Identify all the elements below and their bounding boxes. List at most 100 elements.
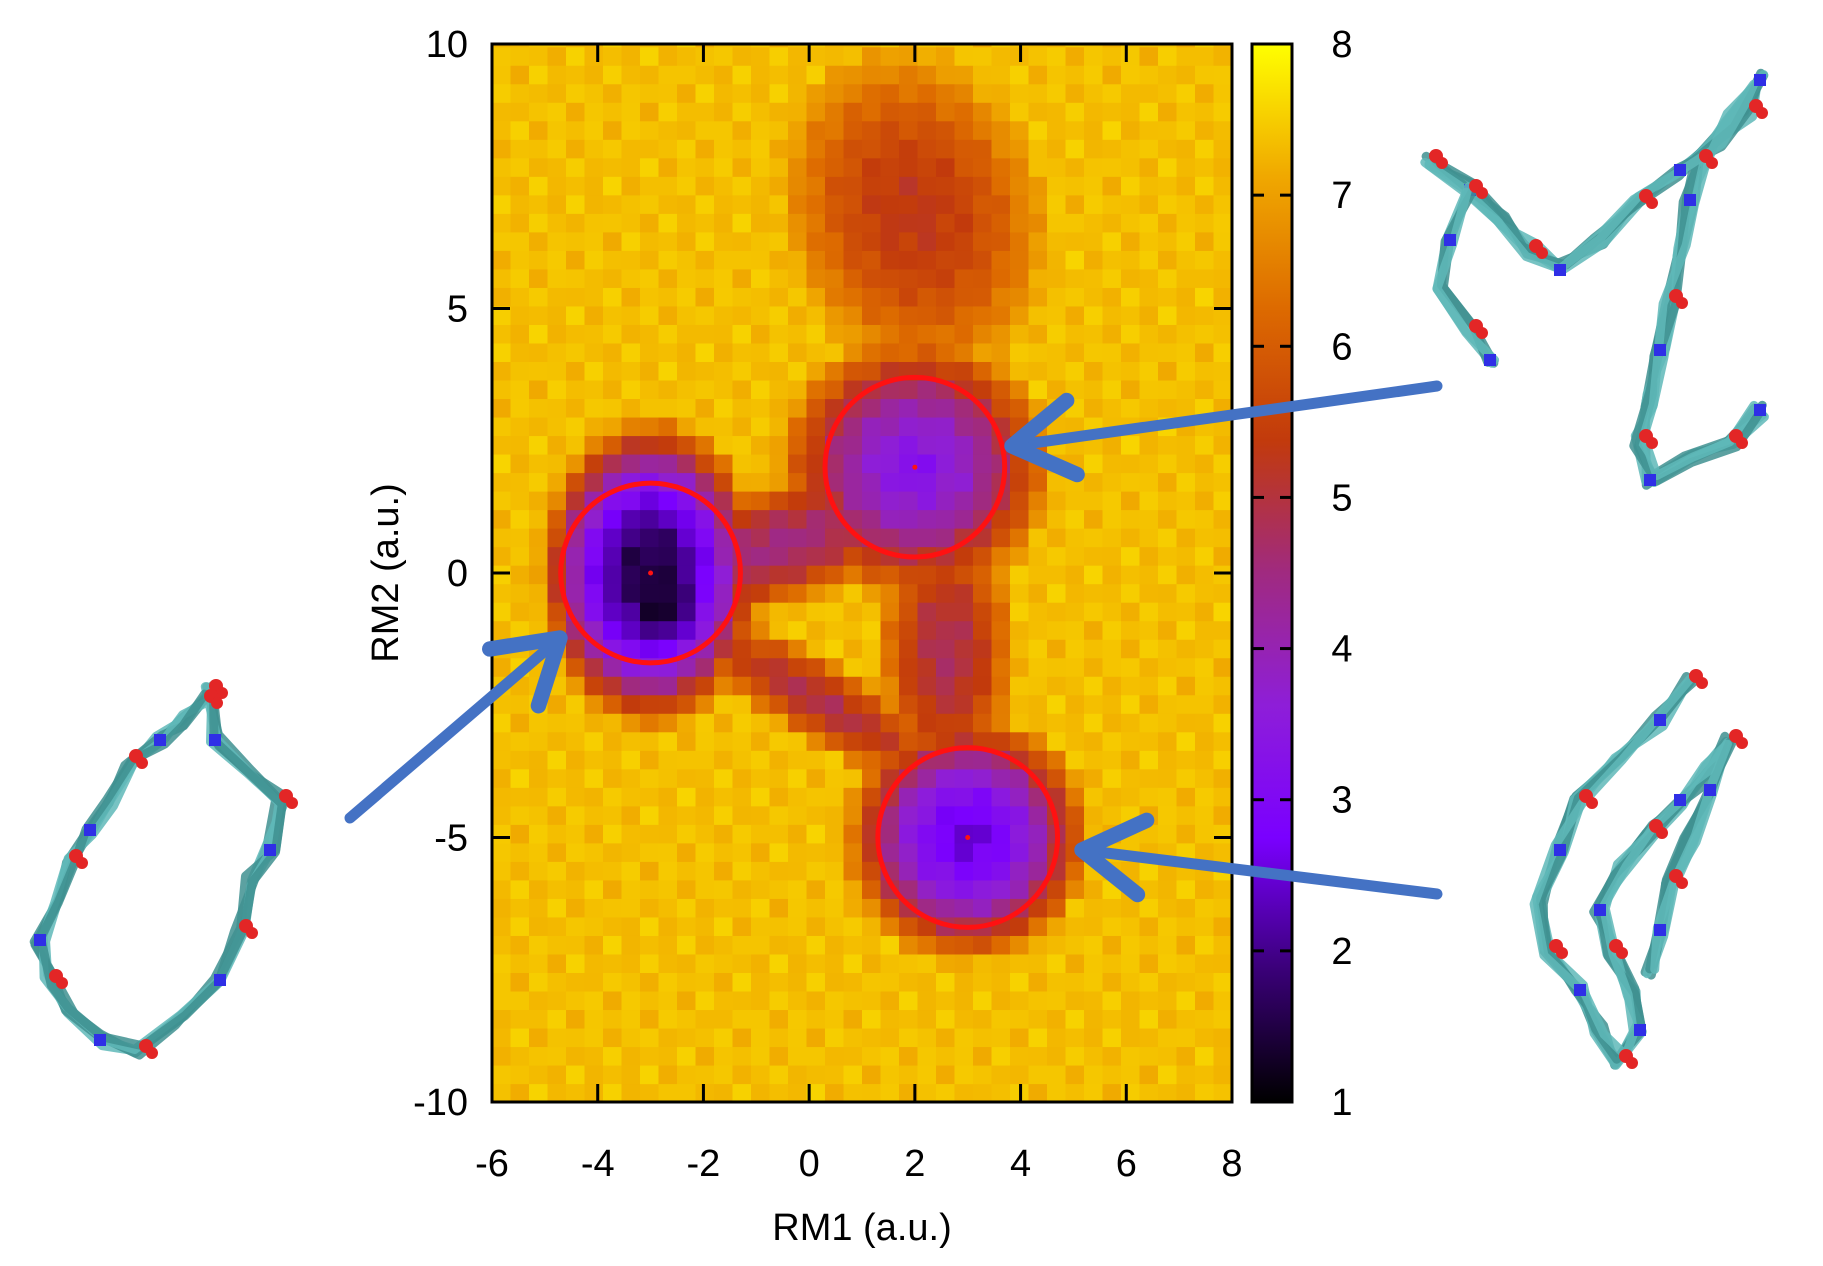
heatmap-cell: [1010, 361, 1030, 381]
heatmap-cell: [899, 972, 919, 992]
heatmap-cell: [843, 139, 863, 159]
heatmap-cell: [547, 990, 567, 1011]
heatmap-cell: [677, 824, 697, 844]
heatmap-cell: [658, 898, 678, 918]
heatmap-cell: [1084, 972, 1104, 992]
heatmap-cell: [1158, 1027, 1178, 1048]
heatmap-cell: [899, 990, 919, 1011]
heatmap-cell: [1195, 879, 1215, 899]
heatmap-cell: [640, 194, 660, 214]
heatmap-cell: [658, 416, 678, 437]
heatmap-cell: [1047, 583, 1067, 603]
heatmap-cell: [714, 435, 734, 455]
heatmap-cell: [751, 83, 771, 103]
heatmap-cell: [954, 898, 974, 918]
heatmap-cell: [1084, 83, 1104, 103]
heatmap-cell: [529, 435, 549, 455]
heatmap-cell: [806, 824, 826, 844]
heatmap-cell: [1047, 305, 1067, 325]
heatmap-cell: [584, 83, 604, 103]
heatmap-cell: [751, 787, 771, 807]
heatmap-cell: [1010, 676, 1030, 696]
heatmap-cell: [806, 213, 826, 233]
heatmap-cell: [1213, 713, 1232, 733]
heatmap-cell: [1102, 1064, 1122, 1085]
heatmap-cell: [658, 342, 678, 362]
heatmap-cell: [658, 250, 678, 270]
heatmap-cell: [1139, 1027, 1159, 1048]
heatmap-cell: [751, 602, 771, 622]
heatmap-cell: [1102, 916, 1122, 936]
heatmap-cell: [1102, 139, 1122, 159]
heatmap-cell: [1084, 472, 1104, 492]
heatmap-cell: [825, 879, 845, 899]
heatmap-cell: [1176, 435, 1196, 455]
heatmap-cell: [1102, 1009, 1122, 1029]
heatmap-cell: [1047, 1083, 1067, 1102]
heatmap-cell: [862, 231, 882, 251]
heatmap-cell: [1195, 324, 1215, 344]
heatmap-cell: [806, 102, 826, 122]
heatmap-cell: [751, 305, 771, 325]
heatmap-cell: [751, 472, 771, 492]
heatmap-cell: [732, 1027, 752, 1048]
heatmap-cell: [566, 83, 586, 103]
heatmap-cell: [806, 139, 826, 159]
heatmap-cell: [862, 83, 882, 103]
heatmap-cell: [695, 953, 715, 973]
heatmap-cell: [1010, 583, 1030, 603]
heatmap-cell: [1213, 676, 1232, 696]
heatmap-cell: [769, 879, 789, 899]
heatmap-cell: [751, 194, 771, 214]
heatmap-cell: [843, 694, 863, 714]
heatmap-cell: [788, 157, 808, 177]
heatmap-cell: [1084, 676, 1104, 696]
heatmap-cell: [492, 713, 512, 733]
heatmap-cell: [1121, 509, 1141, 529]
heatmap-cell: [973, 102, 993, 122]
y-axis-label: RM2 (a.u.): [365, 483, 407, 662]
heatmap-cell: [584, 898, 604, 918]
heatmap-cell: [1213, 1064, 1232, 1085]
heatmap-cell: [862, 879, 882, 899]
heatmap-cell: [1139, 676, 1159, 696]
heatmap-cell: [843, 231, 863, 251]
heatmap-cell: [899, 231, 919, 251]
heatmap-cell: [973, 65, 993, 85]
heatmap-cell: [547, 694, 567, 714]
heatmap-cell: [788, 768, 808, 788]
heatmap-cell: [566, 176, 586, 196]
heatmap-cell: [1158, 509, 1178, 529]
heatmap-cell: [1195, 1064, 1215, 1085]
heatmap-cell: [788, 824, 808, 844]
heatmap-cell: [825, 1027, 845, 1048]
heatmap-cell: [1176, 379, 1196, 400]
heatmap-cell: [566, 768, 586, 788]
heatmap-cell: [1084, 139, 1104, 159]
heatmap-cell: [658, 194, 678, 214]
heatmap-cell: [1213, 565, 1232, 585]
heatmap-cell: [584, 416, 604, 437]
heatmap-cell: [1195, 694, 1215, 714]
heatmap-cell: [899, 342, 919, 362]
heatmap-cell: [714, 139, 734, 159]
heatmap-cell: [1121, 176, 1141, 196]
heatmap-cell: [862, 861, 882, 881]
heatmap-cell: [1213, 620, 1232, 640]
heatmap-cell: [1084, 694, 1104, 714]
heatmap-cell: [1028, 65, 1048, 85]
heatmap-cell: [1158, 268, 1178, 288]
heatmap-cell: [621, 176, 641, 196]
heatmap-cell: [510, 694, 530, 714]
heatmap-cell: [1047, 379, 1067, 400]
heatmap-cell: [1010, 916, 1030, 936]
heatmap-cell: [566, 472, 586, 492]
heatmap-cell: [677, 213, 697, 233]
heatmap-cell: [1084, 1046, 1104, 1066]
heatmap-cell: [1047, 250, 1067, 270]
heatmap-cell: [566, 657, 586, 677]
oxygen-atom: [286, 797, 298, 809]
heatmap-cell: [1176, 509, 1196, 529]
heatmap-cell: [991, 583, 1011, 603]
heatmap-cell: [1139, 639, 1159, 659]
